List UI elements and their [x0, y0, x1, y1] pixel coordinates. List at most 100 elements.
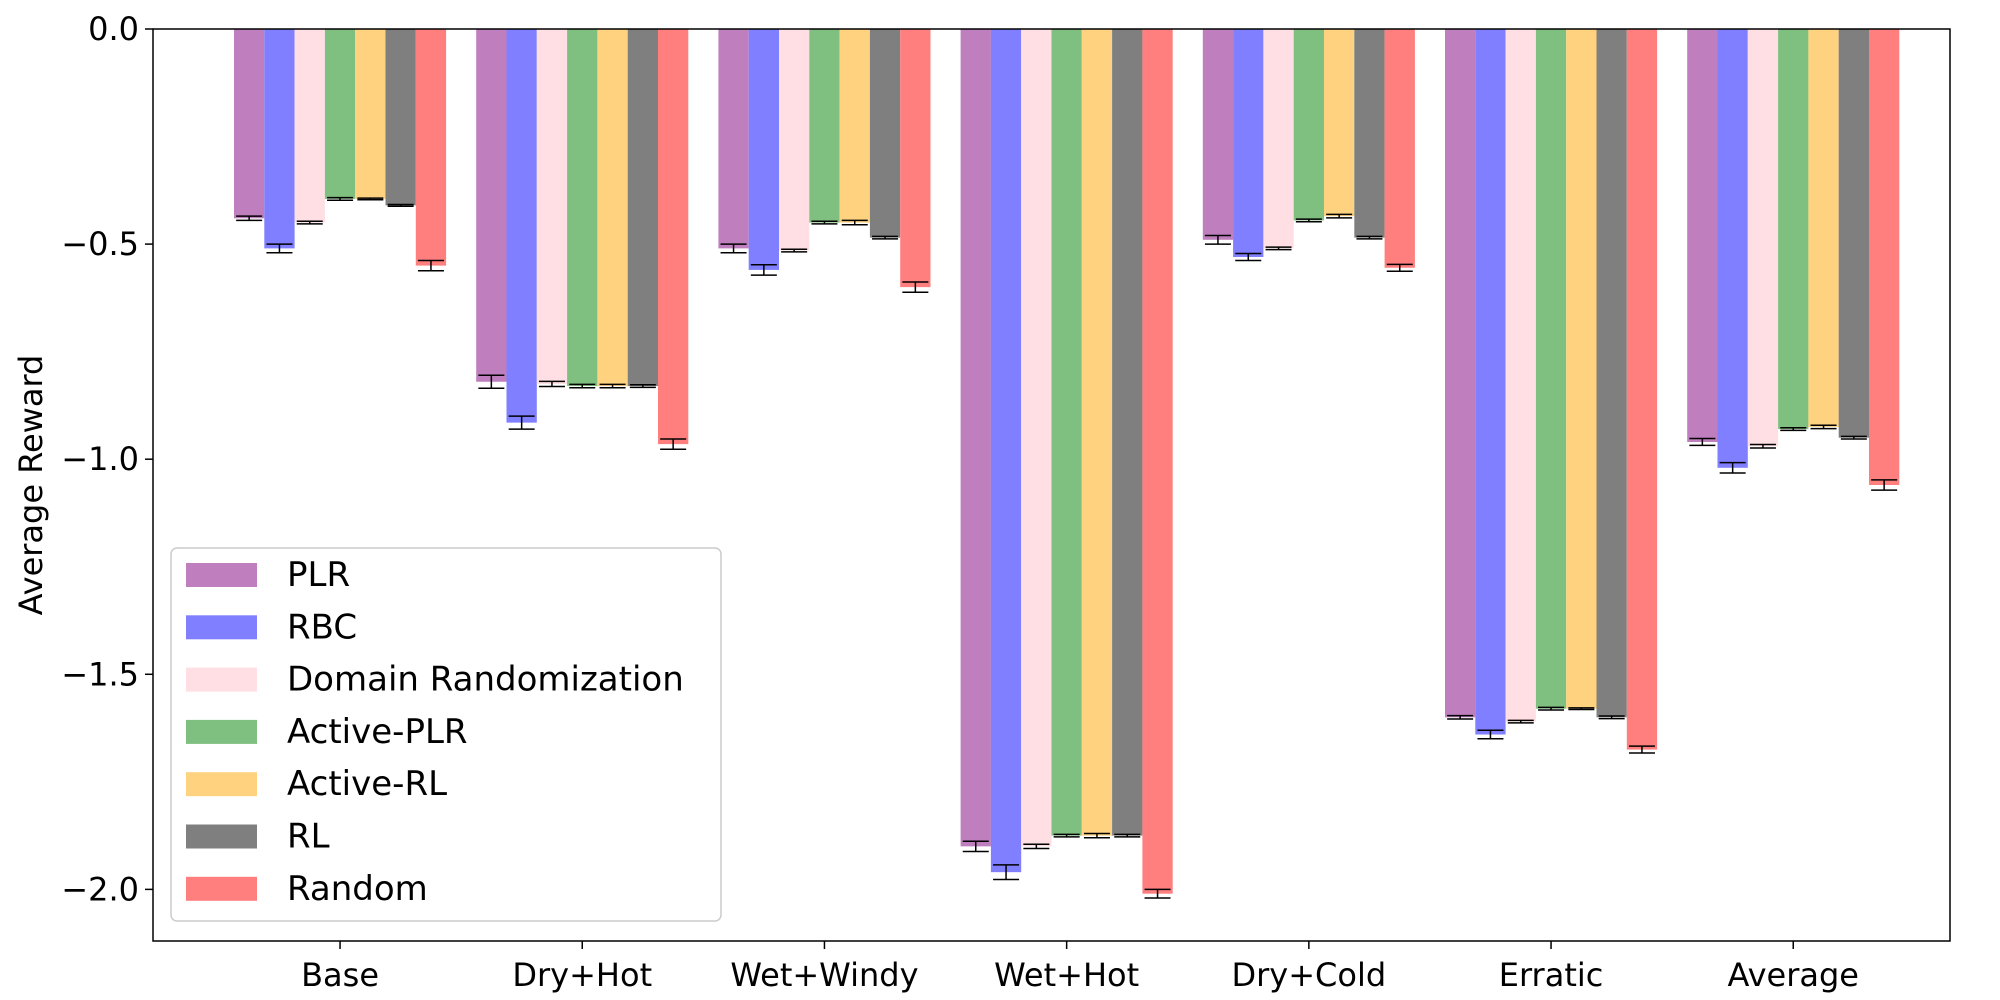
legend-entry: Active-PLR [186, 712, 468, 752]
error-bar [1386, 263, 1413, 272]
legend-label: RL [287, 817, 330, 857]
bar-active-plr-base [324, 29, 356, 199]
legend-swatch [186, 772, 257, 797]
error-bar [750, 263, 777, 276]
error-bar [841, 219, 868, 226]
error-bar [508, 415, 535, 430]
bar-rbc-wet-windy [748, 29, 779, 270]
x-tick-label: Wet+Hot [994, 956, 1139, 994]
error-bar [660, 438, 687, 451]
error-bar [1447, 714, 1474, 720]
x-tick-label: Base [301, 956, 379, 994]
bar-rl-wet-hot [1112, 29, 1143, 836]
error-bar [1235, 252, 1262, 262]
error-bar [266, 243, 293, 254]
y-tick-label: −2.0 [61, 870, 139, 908]
bar-active-rl-average [1808, 29, 1839, 427]
error-bar [1840, 435, 1867, 440]
legend-swatch [186, 667, 257, 692]
x-axis: Base Dry+Hot Wet+Windy Wet+Hot Dry+Cold Errat… [301, 941, 1859, 994]
error-bar [327, 196, 354, 201]
bar-rl-dry-cold [1354, 29, 1385, 238]
legend-entry: RL [186, 817, 330, 857]
legend-entry: Domain Randomization [186, 660, 684, 700]
bar-random-wet-hot [1142, 29, 1173, 894]
error-bar [1326, 213, 1353, 219]
error-bar [478, 374, 505, 389]
error-bar [811, 220, 838, 225]
bar-domain-randomization-average [1747, 29, 1779, 447]
legend-entry: PLR [186, 555, 350, 595]
bar-rl-average [1838, 29, 1869, 438]
error-bar [1477, 729, 1504, 740]
legend-swatch [186, 615, 257, 640]
bar-active-plr-dry-cold [1293, 29, 1324, 221]
error-bar [1295, 218, 1322, 223]
legend-label: Domain Randomization [287, 660, 684, 700]
bar-active-plr-wet-hot [1051, 29, 1082, 836]
bar-group [234, 29, 1900, 894]
bar-rbc-dry-cold [1233, 29, 1264, 257]
error-bar [1780, 427, 1807, 432]
error-bar [1568, 707, 1595, 711]
error-bar [1810, 424, 1837, 430]
error-bar-group [236, 196, 1898, 899]
error-bar [720, 243, 747, 254]
y-axis: 0.0 −0.5 −1.0 −1.5 −2.0 [61, 10, 153, 908]
bar-plr-erratic [1445, 29, 1476, 718]
y-tick-label: −1.0 [61, 440, 139, 478]
bar-domain-randomization-dry-cold [1263, 29, 1294, 249]
x-tick-label: Average [1728, 956, 1859, 994]
bar-random-base [415, 29, 447, 266]
bar-rl-wet-windy [869, 29, 901, 238]
error-bar [417, 259, 444, 272]
y-axis-title: Average Reward [12, 355, 50, 616]
y-tick-label: −0.5 [61, 225, 139, 263]
bar-active-rl-dry-hot [597, 29, 628, 387]
error-bar [872, 235, 899, 240]
bar-active-plr-wet-windy [809, 29, 840, 223]
legend: PLR RBC Domain Randomization Active-PLR Acti… [170, 547, 722, 922]
legend-entry: Active-RL [186, 764, 447, 804]
bar-random-dry-cold [1384, 29, 1415, 268]
error-bar [1628, 745, 1655, 754]
error-bar [357, 197, 384, 201]
bar-random-dry-hot [658, 29, 689, 445]
bar-domain-randomization-erratic [1505, 29, 1536, 722]
bar-active-rl-wet-hot [1081, 29, 1113, 836]
error-bar [1023, 843, 1050, 850]
x-tick-label: Wet+Windy [730, 956, 918, 994]
bar-random-erratic [1626, 29, 1658, 750]
error-bar [962, 840, 989, 853]
bar-domain-randomization-base [294, 29, 325, 223]
error-bar [1719, 461, 1746, 474]
bar-active-rl-base [355, 29, 386, 199]
error-bar [1598, 715, 1625, 720]
bar-domain-randomization-wet-hot [1021, 29, 1052, 847]
y-tick-label: −1.5 [61, 655, 139, 693]
x-tick-label: Dry+Hot [512, 956, 652, 994]
error-bar [538, 380, 565, 388]
error-bar [1507, 719, 1534, 724]
legend-label: RBC [287, 607, 357, 647]
legend-label: Active-RL [287, 764, 447, 804]
bar-rbc-wet-hot [990, 29, 1022, 873]
bar-plr-wet-windy [718, 29, 749, 249]
x-tick-label: Erratic [1499, 956, 1604, 994]
legend-swatch [186, 719, 257, 744]
bar-plr-dry-cold [1202, 29, 1234, 240]
error-bar [993, 864, 1020, 881]
legend-entry: RBC [186, 607, 357, 647]
error-bar [1356, 235, 1383, 240]
error-bar [1053, 833, 1080, 838]
error-bar [1083, 832, 1110, 839]
error-bar [1538, 706, 1565, 711]
error-bar [781, 248, 808, 253]
error-bar [1114, 833, 1141, 838]
bar-rl-erratic [1596, 29, 1627, 718]
error-bar [236, 215, 263, 222]
error-bar [1204, 234, 1231, 245]
legend-swatch [186, 876, 257, 901]
error-bar [569, 383, 596, 389]
